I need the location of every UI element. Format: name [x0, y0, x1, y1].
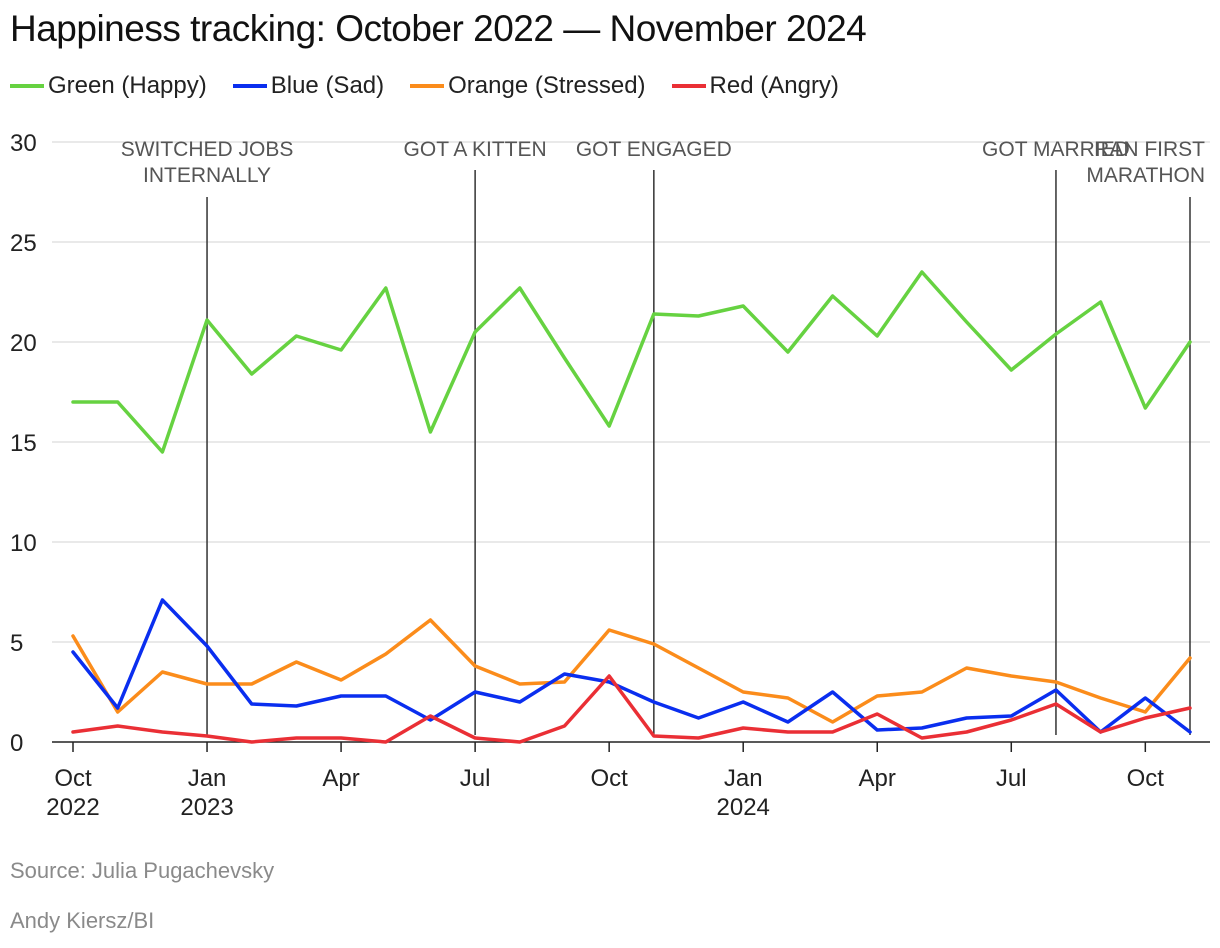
- x-tick-label-12-0: Oct: [590, 765, 628, 792]
- y-tick-label-0: 0: [10, 730, 23, 757]
- legend-label-stressed: Orange (Stressed): [448, 72, 646, 99]
- series-line-orange-stressed: [71, 618, 1192, 724]
- annotation-label-1-0: GOT A KITTEN: [404, 138, 547, 161]
- y-tick-label-15: 15: [10, 430, 37, 457]
- credit-note: Andy Kiersz/BI: [10, 908, 155, 933]
- legend-swatch-sad: [232, 84, 267, 88]
- y-tick-label-30: 30: [10, 130, 37, 157]
- y-tick-label-5: 5: [10, 630, 23, 657]
- annotation-label-3-0: GOT MARRIED: [982, 138, 1130, 161]
- annotation-label-2-0: GOT ENGAGED: [576, 138, 732, 161]
- legend-swatch-happy: [10, 84, 44, 88]
- x-tick-label-0-0: Oct: [54, 765, 92, 792]
- x-tick-label-24-0: Oct: [1127, 765, 1165, 792]
- annotation-label-4-1: MARATHON: [1086, 164, 1205, 187]
- x-tick-label-6-0: Apr: [322, 765, 359, 792]
- x-tick-label-3-1: 2023: [180, 794, 233, 821]
- legend-swatch-stressed: [410, 84, 445, 88]
- legend-label-angry: Red (Angry): [709, 72, 839, 99]
- legend-swatch-angry: [671, 84, 706, 88]
- legend-item-happy: Green (Happy): [10, 72, 207, 100]
- legend: Green (Happy) Blue (Sad) Orange (Stresse…: [10, 72, 865, 100]
- y-tick-label-10: 10: [10, 530, 37, 557]
- legend-label-happy: Green (Happy): [48, 72, 207, 99]
- x-tick-label-15-0: Jan: [724, 765, 763, 792]
- source-note: Source: Julia Pugachevsky: [10, 858, 275, 883]
- x-tick-label-21-0: Jul: [996, 765, 1027, 792]
- chart-title: Happiness tracking: October 2022 — Novem…: [10, 8, 867, 49]
- legend-item-angry: Red (Angry): [671, 72, 839, 100]
- x-tick-label-9-0: Jul: [460, 765, 491, 792]
- annotation-label-4-0: RAN FIRST: [1094, 138, 1205, 161]
- x-tick-label-3-0: Jan: [188, 765, 227, 792]
- y-tick-label-20: 20: [10, 330, 37, 357]
- annotation-label-0-1: INTERNALLY: [143, 164, 271, 187]
- series-line-blue-sad: [71, 598, 1192, 734]
- legend-label-sad: Blue (Sad): [270, 72, 385, 99]
- x-tick-label-18-0: Apr: [859, 765, 896, 792]
- annotation-label-0-0: SWITCHED JOBS: [121, 138, 294, 161]
- legend-item-stressed: Orange (Stressed): [410, 72, 646, 100]
- y-tick-label-25: 25: [10, 230, 37, 257]
- x-tick-label-15-1: 2024: [717, 794, 770, 821]
- series-line-red-angry: [71, 674, 1192, 744]
- legend-item-sad: Blue (Sad): [232, 72, 385, 100]
- series-line-green-happy: [71, 270, 1192, 454]
- x-tick-label-0-1: 2022: [46, 794, 99, 821]
